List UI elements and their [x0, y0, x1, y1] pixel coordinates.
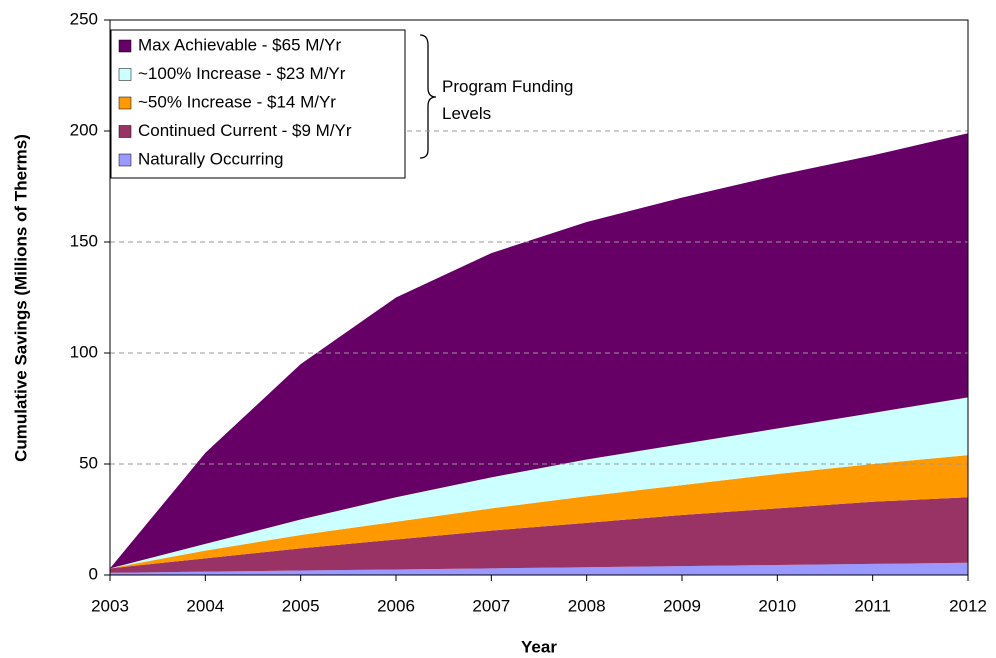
y-tick-label: 150	[70, 231, 98, 250]
area	[110, 497, 968, 573]
legend-label: Continued Current - $9 M/Yr	[138, 121, 352, 140]
x-tick-label: 2009	[663, 596, 701, 615]
legend-swatch	[118, 39, 132, 53]
y-tick-label: 50	[79, 453, 98, 472]
x-tick-label: 2011	[854, 596, 891, 615]
plot-area	[110, 133, 968, 575]
y-tick-label: 250	[70, 9, 98, 28]
legend-label: Max Achievable - $65 M/Yr	[138, 35, 341, 54]
y-tick-label: 100	[70, 342, 98, 361]
x-tick-label: 2010	[758, 596, 796, 615]
legend-label: ~100% Increase - $23 M/Yr	[138, 64, 346, 83]
legend-swatch	[118, 96, 132, 110]
x-tick-label: 2006	[377, 596, 415, 615]
area	[110, 455, 968, 569]
legend-box	[110, 29, 406, 179]
legend-swatch	[118, 153, 132, 167]
legend: Naturally Occurring Continued Current - $…	[110, 29, 406, 179]
plot-frame	[109, 19, 969, 576]
brace	[419, 34, 437, 159]
y-tick-label: 0	[89, 564, 98, 583]
legend-label: Naturally Occurring	[138, 149, 284, 168]
x-tick-label: 2003	[91, 596, 129, 615]
x-tick-label: 2012	[949, 596, 987, 615]
area	[110, 562, 968, 575]
y-axis-label: Cumulative Savings (Millions of Therms)	[11, 134, 30, 462]
y-tick-label: 200	[70, 120, 98, 139]
annotation: Program Funding Levels	[442, 77, 574, 123]
legend-swatch	[118, 125, 132, 138]
x-tick-label: 2007	[472, 596, 510, 615]
legend-swatch	[118, 68, 132, 81]
x-tick-label: 2005	[282, 596, 320, 615]
legend-label: ~50% Increase - $14 M/Yr	[138, 92, 336, 111]
x-axis-label: Year	[521, 637, 557, 656]
area	[110, 397, 968, 569]
x-tick-label: 2008	[568, 596, 606, 615]
x-tick-label: 2004	[186, 596, 224, 615]
